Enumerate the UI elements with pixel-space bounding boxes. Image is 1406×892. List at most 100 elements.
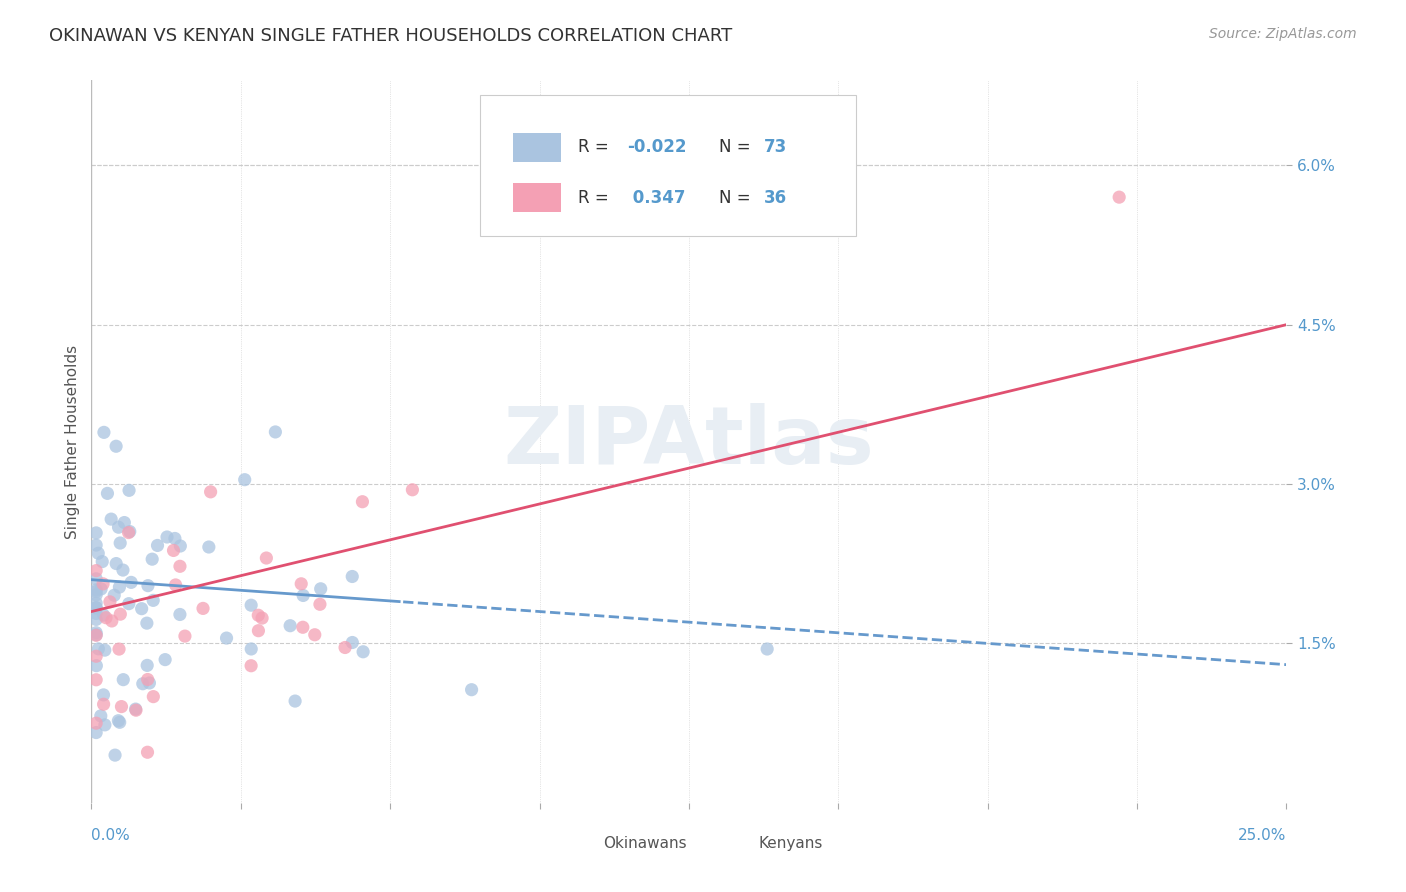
Point: [200, 484, 222, 499]
Point: [108, 580, 131, 594]
Text: N =: N =: [718, 189, 755, 207]
Point: [86, 658, 108, 673]
Point: [87, 641, 110, 656]
Point: [87, 546, 110, 560]
Point: [333, 640, 356, 655]
Point: [93, 688, 115, 702]
Point: [291, 620, 314, 634]
Point: [247, 624, 270, 638]
Point: [110, 699, 132, 714]
Point: [136, 673, 159, 687]
Point: [84, 600, 107, 615]
Point: [401, 483, 423, 497]
Point: [132, 677, 155, 691]
Point: [107, 520, 129, 534]
Text: 73: 73: [765, 138, 787, 156]
Point: [264, 425, 287, 439]
Point: [169, 607, 191, 622]
Point: [118, 524, 141, 539]
Point: [131, 601, 153, 615]
Text: 0.0%: 0.0%: [91, 828, 131, 843]
Bar: [707, 832, 749, 855]
Point: [93, 608, 115, 623]
Point: [117, 525, 139, 540]
Point: [84, 625, 107, 640]
Point: [292, 589, 315, 603]
Point: [278, 618, 301, 632]
Point: [93, 425, 115, 440]
Point: [84, 628, 107, 642]
Point: [240, 658, 263, 673]
Point: [96, 486, 118, 500]
Point: [111, 563, 134, 577]
Point: [94, 718, 117, 732]
Point: [141, 552, 163, 566]
Point: [240, 642, 263, 657]
Point: [191, 601, 214, 615]
Point: [110, 607, 132, 622]
Point: [342, 635, 364, 649]
Text: OKINAWAN VS KENYAN SINGLE FATHER HOUSEHOLDS CORRELATION CHART: OKINAWAN VS KENYAN SINGLE FATHER HOUSEHO…: [49, 27, 733, 45]
Point: [84, 582, 107, 597]
Point: [120, 575, 142, 590]
Bar: [513, 184, 561, 212]
Point: [90, 709, 112, 723]
Point: [1108, 190, 1130, 204]
Point: [84, 588, 107, 602]
Point: [84, 564, 107, 578]
Point: [215, 631, 238, 645]
Text: 25.0%: 25.0%: [1239, 828, 1286, 843]
Point: [352, 494, 374, 508]
Point: [84, 584, 107, 599]
Point: [290, 576, 312, 591]
Point: [90, 582, 112, 596]
Point: [91, 577, 114, 591]
Point: [94, 610, 117, 624]
Point: [247, 608, 270, 623]
Point: [142, 593, 165, 607]
Point: [84, 725, 107, 739]
Point: [125, 703, 148, 717]
Text: Source: ZipAtlas.com: Source: ZipAtlas.com: [1209, 27, 1357, 41]
Point: [118, 597, 141, 611]
Point: [100, 512, 122, 526]
Point: [84, 525, 107, 540]
Text: N =: N =: [718, 138, 755, 156]
Point: [138, 676, 160, 690]
Point: [233, 473, 256, 487]
Point: [112, 673, 135, 687]
Point: [162, 543, 184, 558]
Point: [136, 745, 159, 759]
Point: [84, 572, 107, 586]
Point: [198, 540, 221, 554]
Point: [169, 559, 191, 574]
Point: [284, 694, 307, 708]
Point: [174, 629, 197, 643]
Bar: [513, 133, 561, 161]
Point: [240, 598, 263, 612]
Bar: [551, 832, 593, 855]
Point: [250, 611, 273, 625]
Point: [108, 715, 131, 730]
Point: [93, 698, 115, 712]
Point: [135, 616, 157, 631]
Point: [352, 645, 374, 659]
Point: [84, 673, 107, 687]
Text: Kenyans: Kenyans: [758, 837, 823, 852]
Text: Okinawans: Okinawans: [603, 837, 686, 852]
Point: [103, 588, 125, 602]
Text: ZIPAtlas: ZIPAtlas: [503, 402, 875, 481]
Point: [84, 628, 107, 642]
Point: [142, 690, 165, 704]
Text: -0.022: -0.022: [627, 138, 686, 156]
Text: R =: R =: [578, 138, 614, 156]
Point: [163, 532, 186, 546]
Point: [105, 439, 128, 453]
Point: [108, 642, 131, 657]
Point: [84, 600, 107, 615]
Point: [136, 579, 159, 593]
FancyBboxPatch shape: [479, 95, 856, 235]
Point: [153, 652, 176, 666]
Point: [136, 658, 159, 673]
Text: 0.347: 0.347: [627, 189, 685, 207]
